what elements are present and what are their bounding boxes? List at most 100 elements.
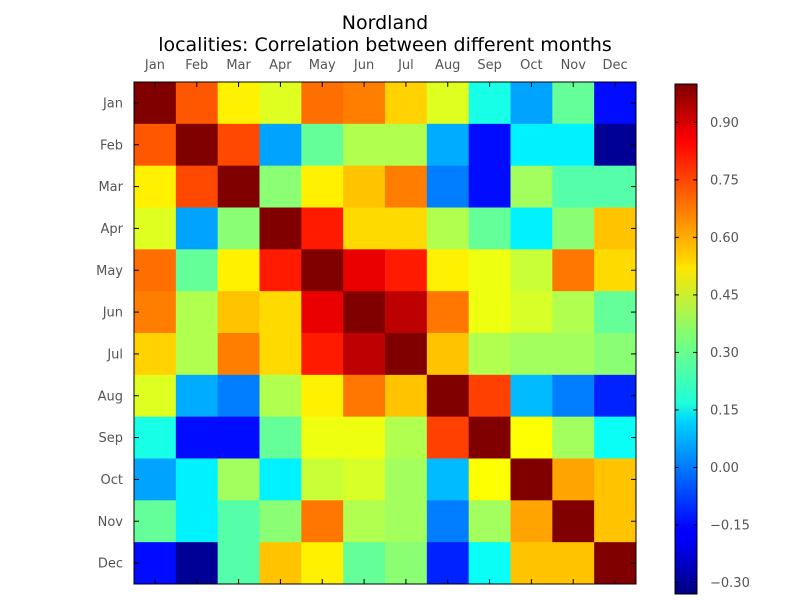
heatmap-cell-apr-may	[301, 207, 344, 250]
heatmap-cell-oct-aug	[426, 458, 470, 501]
colorbar: 0.90 0.75 0.60 0.45 0.30 0.15 0.00 −0.15 −0.30	[674, 83, 750, 595]
heatmap-cell-feb-aug	[426, 123, 470, 167]
heatmap-cell-may-jun	[343, 249, 386, 292]
heatmap-cell-jul-feb	[175, 333, 219, 376]
heatmap-cell-feb-apr	[259, 123, 302, 167]
heatmap-cell-sep-apr	[259, 416, 302, 459]
y-tick-label-oct: Oct	[101, 473, 123, 488]
heatmap-cell-feb-dec	[594, 123, 637, 167]
y-tick-label-sep: Sep	[98, 431, 123, 446]
heatmap-cell-sep-jun	[343, 416, 386, 459]
y-tick-label-feb: Feb	[100, 138, 123, 153]
heatmap-cell-nov-jul	[385, 500, 428, 543]
heatmap-cell-may-apr	[259, 249, 302, 292]
heatmap-cell-oct-feb	[175, 458, 219, 501]
heatmap-cell-aug-oct	[510, 374, 553, 418]
heatmap-cell-aug-aug	[426, 374, 470, 418]
heatmap-cell-feb-feb	[175, 123, 219, 167]
y-tick-label-jan: Jan	[102, 96, 123, 111]
heatmap-cell-oct-nov	[552, 458, 595, 501]
colorbar-gradient	[674, 83, 698, 595]
heatmap-cell-mar-oct	[510, 165, 553, 208]
heatmap-cell-apr-sep	[468, 207, 511, 250]
heatmap-cell-nov-oct	[510, 500, 553, 543]
y-tick-label-dec: Dec	[98, 557, 123, 572]
heatmap-cell-mar-nov	[552, 165, 595, 208]
heatmap-cell-may-jan	[134, 249, 177, 292]
heatmap-cell-aug-jan	[134, 374, 177, 418]
heatmap-cell-jun-sep	[468, 291, 511, 334]
colorbar-tick-label: 0.15	[710, 403, 739, 418]
heatmap-cell-dec-feb	[175, 542, 219, 585]
heatmap-cell-apr-jun	[343, 207, 386, 250]
heatmap-cell-mar-apr	[259, 165, 302, 208]
heatmap-cell-nov-dec	[594, 500, 637, 543]
x-tick-label-sep: Sep	[477, 58, 502, 73]
heatmap-cell-jan-feb	[175, 82, 219, 125]
x-tick-label-jul: Jul	[397, 58, 414, 73]
heatmap-cell-jan-jan	[134, 82, 177, 125]
heatmap-cell-jun-dec	[594, 291, 637, 334]
heatmap-cell-aug-jul	[385, 374, 428, 418]
heatmap-cell-jan-apr	[259, 82, 302, 125]
heatmap-cell-jul-jun	[343, 333, 386, 376]
heatmap-cell-sep-jan	[134, 416, 177, 459]
heatmap-cell-may-dec	[594, 249, 637, 292]
heatmap-cell-aug-sep	[468, 374, 511, 418]
heatmap-cell-sep-aug	[426, 416, 470, 459]
heatmap-cell-jul-may	[301, 333, 344, 376]
heatmap-cell-apr-jul	[385, 207, 428, 250]
heatmap-cell-nov-feb	[175, 500, 219, 543]
heatmap-cell-aug-mar	[217, 374, 260, 418]
heatmap-cell-oct-jan	[134, 458, 177, 501]
y-tick-label-jun: Jun	[102, 306, 123, 321]
heatmap-cell-oct-jun	[343, 458, 386, 501]
colorbar-tick-label: 0.00	[710, 461, 739, 476]
heatmap-cell-nov-aug	[426, 500, 470, 543]
heatmap-cell-dec-aug	[426, 542, 470, 585]
heatmap-cell-dec-jan	[134, 542, 177, 585]
colorbar-tick-label: 0.45	[710, 288, 739, 303]
heatmap-cell-apr-dec	[594, 207, 637, 250]
heatmap-cell-mar-feb	[175, 165, 219, 208]
heatmap-cell-feb-jul	[385, 123, 428, 167]
heatmap-cell-mar-jul	[385, 165, 428, 208]
heatmap-cell-aug-nov	[552, 374, 595, 418]
heatmap-cell-jul-aug	[426, 333, 470, 376]
heatmap-cell-nov-may	[301, 500, 344, 543]
heatmap-cell-feb-sep	[468, 123, 511, 167]
heatmap-cell-sep-mar	[217, 416, 260, 459]
heatmap-cell-jun-mar	[217, 291, 260, 334]
heatmap-cell-apr-feb	[175, 207, 219, 250]
heatmap-cell-feb-nov	[552, 123, 595, 167]
heatmap-cell-mar-dec	[594, 165, 637, 208]
heatmap-cell-dec-may	[301, 542, 344, 585]
heatmap-cell-jun-nov	[552, 291, 595, 334]
heatmap-cell-jul-mar	[217, 333, 260, 376]
heatmap-cell-nov-nov	[552, 500, 595, 543]
x-tick-label-oct: Oct	[520, 58, 542, 73]
heatmap-cell-jun-jan	[134, 291, 177, 334]
heatmap-cell-aug-apr	[259, 374, 302, 418]
colorbar-ticks: 0.90 0.75 0.60 0.45 0.30 0.15 0.00 −0.15 −0.30	[675, 116, 750, 591]
heatmap-cell-sep-dec	[594, 416, 637, 459]
heatmap-cell-jul-jul	[385, 333, 428, 376]
heatmap-cell-dec-dec	[594, 542, 637, 585]
heatmap-cell-dec-oct	[510, 542, 553, 585]
heatmap-cell-feb-oct	[510, 123, 553, 167]
heatmap-cell-apr-apr	[259, 207, 302, 250]
x-tick-label-dec: Dec	[603, 58, 628, 73]
heatmap-cell-feb-may	[301, 123, 344, 167]
heatmap-cell-mar-mar	[217, 165, 260, 208]
heatmap-cell-apr-aug	[426, 207, 470, 250]
heatmap-cell-sep-nov	[552, 416, 595, 459]
heatmap-cell-jan-may	[301, 82, 344, 125]
heatmap-cell-jun-feb	[175, 291, 219, 334]
heatmap-cell-jun-apr	[259, 291, 302, 334]
heatmap-cell-jul-jan	[134, 333, 177, 376]
heatmap-cell-nov-jan	[134, 500, 177, 543]
heatmap-cell-oct-apr	[259, 458, 302, 501]
colorbar-tick-label: −0.30	[710, 576, 750, 591]
heatmap-cell-aug-jun	[343, 374, 386, 418]
